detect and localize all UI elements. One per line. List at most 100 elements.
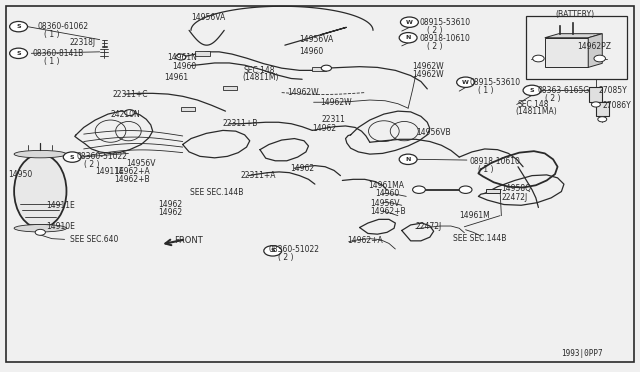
Circle shape <box>523 85 541 96</box>
Text: 08363-6165G: 08363-6165G <box>537 86 589 95</box>
Circle shape <box>399 154 417 164</box>
Text: 14961: 14961 <box>164 73 188 82</box>
Bar <box>589 87 602 102</box>
Text: 08360-61062: 08360-61062 <box>38 22 89 31</box>
Circle shape <box>175 54 186 60</box>
Text: 22311+A: 22311+A <box>241 171 276 180</box>
Text: 14962PZ: 14962PZ <box>577 42 611 51</box>
Circle shape <box>10 22 28 32</box>
Text: 27086Y: 27086Y <box>602 101 631 110</box>
Circle shape <box>10 48 28 58</box>
Text: SEE SEC.144B: SEE SEC.144B <box>189 188 243 197</box>
Bar <box>596 102 609 116</box>
Ellipse shape <box>14 225 67 232</box>
Text: 14962W: 14962W <box>412 62 444 71</box>
Text: 24210N: 24210N <box>111 110 140 119</box>
Text: 08360-51022: 08360-51022 <box>76 152 127 161</box>
Bar <box>545 38 588 67</box>
Text: ( 1 ): ( 1 ) <box>44 30 60 39</box>
Circle shape <box>532 55 544 62</box>
Text: W: W <box>406 20 413 25</box>
Bar <box>223 86 237 90</box>
Circle shape <box>591 102 600 107</box>
Text: N: N <box>406 35 411 40</box>
Text: 22311+B: 22311+B <box>223 119 259 128</box>
Text: 1993|0PP7: 1993|0PP7 <box>561 349 603 358</box>
Ellipse shape <box>14 154 67 228</box>
Text: 08915-53610: 08915-53610 <box>420 18 471 27</box>
Text: SEC.148: SEC.148 <box>518 100 550 109</box>
Text: FRONT: FRONT <box>174 236 203 246</box>
Circle shape <box>321 65 332 71</box>
Text: 14911E: 14911E <box>95 167 124 176</box>
Text: 08360-8141B: 08360-8141B <box>33 49 84 58</box>
Text: S: S <box>16 51 21 56</box>
Text: S: S <box>530 88 534 93</box>
Text: 14950: 14950 <box>8 170 33 179</box>
Text: 14956VB: 14956VB <box>416 128 451 137</box>
Text: 22318J: 22318J <box>70 38 96 48</box>
Text: SEE SEC.144B: SEE SEC.144B <box>453 234 506 243</box>
Text: 14956VA: 14956VA <box>300 35 334 44</box>
Text: 22472J: 22472J <box>501 193 527 202</box>
Text: ( 2 ): ( 2 ) <box>278 253 293 262</box>
Text: (BATTERY): (BATTERY) <box>555 10 594 19</box>
Text: 14956VA: 14956VA <box>191 13 225 22</box>
Text: W: W <box>462 80 469 85</box>
Text: 22311: 22311 <box>321 115 345 124</box>
Circle shape <box>413 186 426 193</box>
Circle shape <box>457 77 474 87</box>
Text: 14962+B: 14962+B <box>115 175 150 184</box>
Bar <box>180 107 195 111</box>
Text: S: S <box>271 248 275 253</box>
Text: 14962+B: 14962+B <box>370 208 405 217</box>
Text: S: S <box>16 24 21 29</box>
Bar <box>486 189 500 193</box>
Text: 08915-53610: 08915-53610 <box>469 78 520 87</box>
Text: ( 1 ): ( 1 ) <box>44 57 60 66</box>
Text: ( 2 ): ( 2 ) <box>545 94 560 103</box>
Text: ( 2 ): ( 2 ) <box>428 26 443 35</box>
Text: 14962+A: 14962+A <box>115 167 150 176</box>
Text: (14811MA): (14811MA) <box>515 108 557 116</box>
Circle shape <box>264 246 282 256</box>
Text: 14962: 14962 <box>312 124 337 133</box>
Text: SEE SEC.640: SEE SEC.640 <box>70 235 118 244</box>
Text: 14956V: 14956V <box>126 159 156 168</box>
Text: 14911E: 14911E <box>47 201 76 210</box>
Text: 08918-10610: 08918-10610 <box>469 157 520 166</box>
Text: 14962: 14962 <box>158 200 182 209</box>
Bar <box>195 51 209 55</box>
Text: SEC.148: SEC.148 <box>243 66 275 75</box>
Text: ( 1 ): ( 1 ) <box>478 165 494 174</box>
Circle shape <box>399 33 417 43</box>
Text: 14960: 14960 <box>300 47 324 56</box>
Text: 14962W: 14962W <box>320 98 351 107</box>
Text: 14960: 14960 <box>172 62 196 71</box>
Circle shape <box>125 110 135 116</box>
Circle shape <box>594 55 605 62</box>
Text: N: N <box>406 157 411 162</box>
Text: 14962W: 14962W <box>287 88 319 97</box>
Text: 14910E: 14910E <box>47 221 76 231</box>
Ellipse shape <box>14 150 67 158</box>
Bar <box>525 16 627 78</box>
Bar <box>312 67 326 71</box>
Text: (14811M): (14811M) <box>242 73 278 82</box>
Text: 14962+A: 14962+A <box>347 236 383 246</box>
Text: ( 1 ): ( 1 ) <box>478 86 494 95</box>
Circle shape <box>460 186 472 193</box>
Text: 22472J: 22472J <box>416 222 442 231</box>
Text: S: S <box>70 155 74 160</box>
Text: 27085Y: 27085Y <box>598 86 627 95</box>
Text: 14960: 14960 <box>375 189 399 198</box>
Text: ( 2 ): ( 2 ) <box>84 160 99 169</box>
Text: 14961M: 14961M <box>460 211 490 220</box>
Circle shape <box>63 152 81 162</box>
Circle shape <box>35 230 45 235</box>
Text: 08918-10610: 08918-10610 <box>420 34 470 43</box>
Polygon shape <box>588 34 602 67</box>
Circle shape <box>598 117 607 122</box>
Text: 14962: 14962 <box>158 208 182 217</box>
Text: 14961MA: 14961MA <box>369 181 404 190</box>
